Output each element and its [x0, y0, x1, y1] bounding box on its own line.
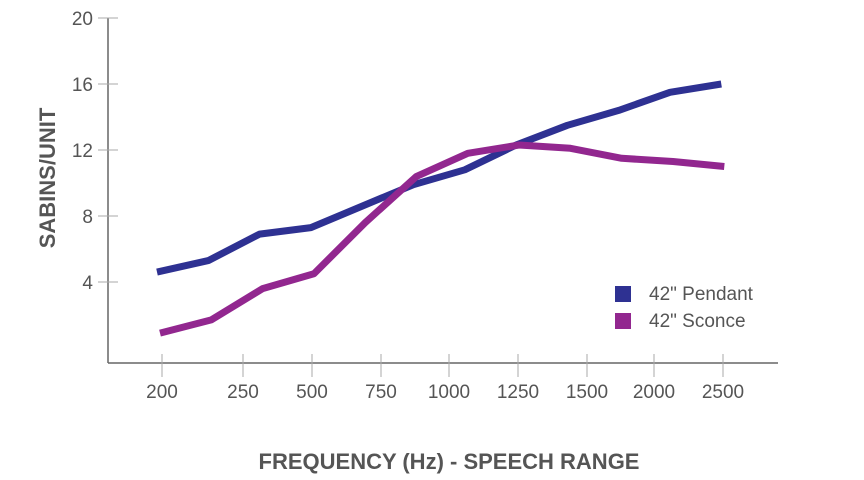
y-tick-label: 20	[72, 9, 93, 30]
y-ticks: 4 8 12 16 20	[72, 9, 118, 294]
x-tick-label: 1000	[428, 382, 470, 403]
y-axis-title: SABINS/UNIT	[35, 107, 60, 248]
y-tick-label: 12	[72, 141, 93, 162]
legend: 42" Pendant 42" Sconce	[615, 284, 754, 332]
x-tick-label: 500	[296, 382, 328, 403]
x-tick-label: 2500	[702, 382, 744, 403]
series-lines	[156, 80, 725, 337]
legend-label-pendant: 42" Pendant	[649, 284, 754, 305]
x-tick-label: 200	[146, 382, 178, 403]
series-line-sconce	[159, 141, 725, 337]
legend-swatch-pendant	[615, 286, 631, 302]
x-ticks: 200 250 500 750 1000 1250 1500 2000 2500	[146, 354, 744, 403]
x-tick-label: 1250	[497, 382, 539, 403]
y-tick-label: 4	[82, 273, 93, 294]
x-tick-label: 750	[365, 382, 397, 403]
legend-label-sconce: 42" Sconce	[649, 311, 746, 332]
legend-swatch-sconce	[615, 313, 631, 329]
x-axis-title: FREQUENCY (Hz) - SPEECH RANGE	[259, 449, 640, 474]
series-line-pendant	[156, 80, 722, 276]
y-tick-label: 16	[72, 75, 93, 96]
y-tick-label: 8	[82, 207, 93, 228]
x-tick-label: 250	[227, 382, 259, 403]
x-tick-label: 1500	[566, 382, 608, 403]
x-tick-label: 2000	[633, 382, 675, 403]
